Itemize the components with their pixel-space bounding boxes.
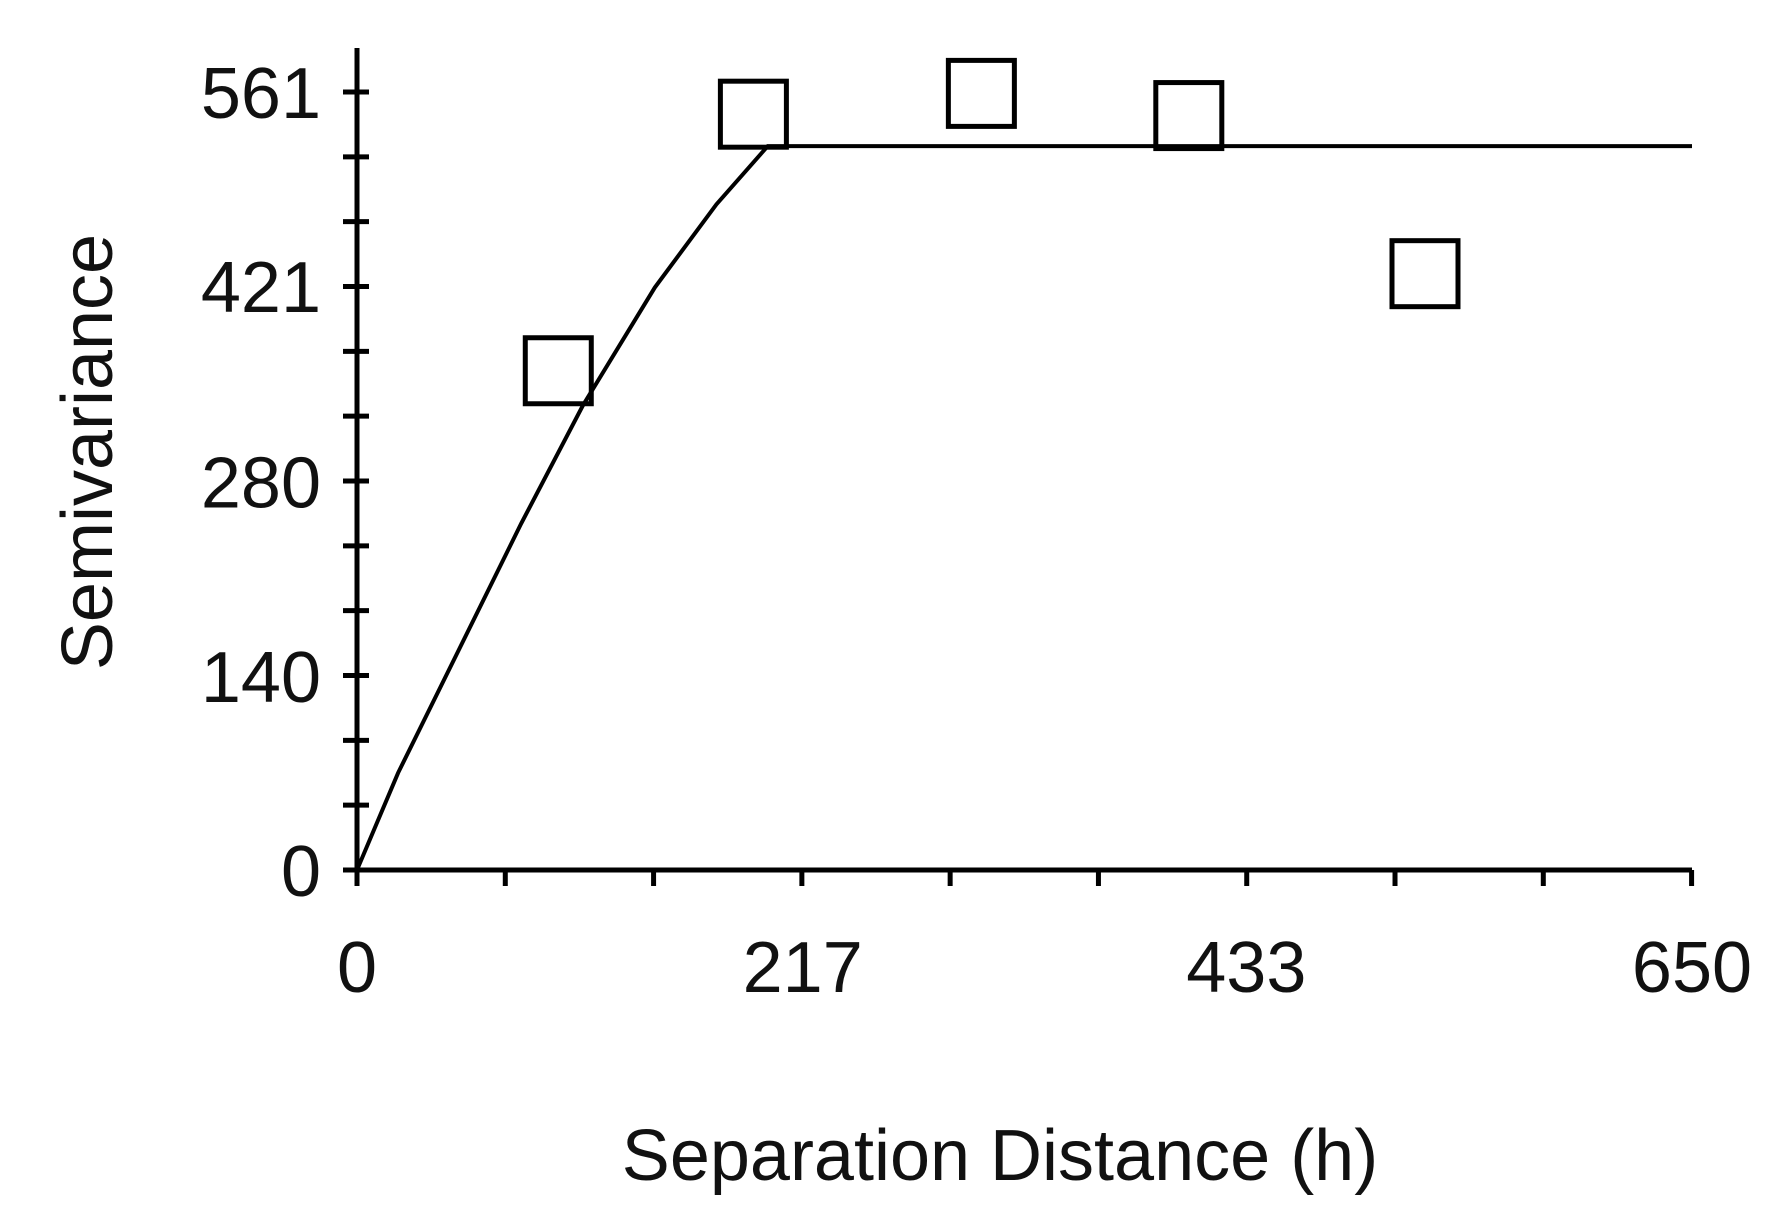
y-tick-label: 140 (201, 638, 321, 718)
y-axis-title: Semivariance (48, 234, 128, 670)
y-tick-label: 421 (201, 248, 321, 328)
data-point-square (717, 78, 789, 150)
plot-area: 0 217 433 650 0 140 280 421 561 (201, 48, 1752, 1008)
data-point-square (1389, 238, 1461, 310)
data-point-square (945, 57, 1017, 129)
data-point-square (1153, 80, 1225, 152)
y-tick-label: 561 (201, 54, 321, 134)
y-tick-label: 280 (201, 444, 321, 524)
x-axis-title: Separation Distance (h) (622, 1116, 1378, 1196)
x-tick-label: 433 (1186, 928, 1306, 1008)
y-tick-label: 0 (281, 832, 321, 912)
x-tick-label: 650 (1632, 928, 1752, 1008)
data-point-square (522, 335, 594, 407)
x-tick-label: 0 (337, 928, 377, 1008)
x-tick-label: 217 (743, 928, 863, 1008)
model-line (355, 144, 1692, 871)
